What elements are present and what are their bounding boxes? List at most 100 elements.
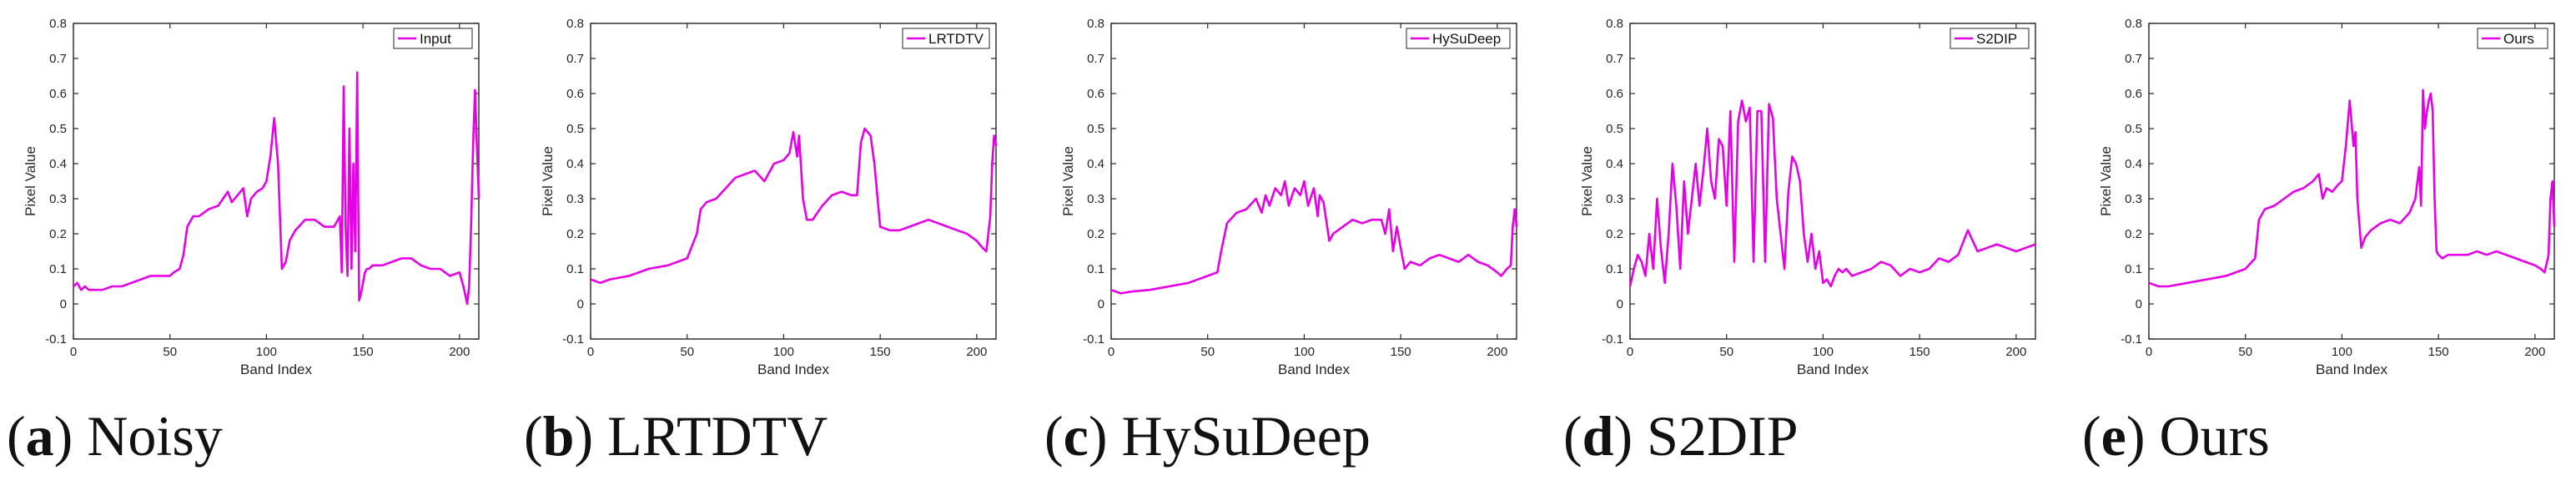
caption-open-paren: ( bbox=[1044, 404, 1064, 468]
caption-letter: b bbox=[542, 404, 575, 468]
panel-caption: (d) S2DIP bbox=[1563, 407, 1799, 464]
y-tick-label: 0.7 bbox=[1087, 52, 1104, 66]
caption-letter: c bbox=[1063, 404, 1089, 468]
y-tick-label: 0.7 bbox=[49, 52, 67, 66]
x-tick-label: 50 bbox=[1719, 345, 1733, 359]
y-tick-label: 0.2 bbox=[2125, 227, 2142, 241]
x-tick-label: 0 bbox=[1627, 345, 1633, 359]
y-tick-label: 0.6 bbox=[566, 87, 584, 101]
caption-close-paren: ) bbox=[1088, 404, 1122, 468]
plot-area bbox=[1629, 23, 2036, 340]
y-tick-label: 0.4 bbox=[49, 157, 67, 171]
y-axis-title: Pixel Value bbox=[1579, 146, 1595, 216]
y-axis-title: Pixel Value bbox=[2098, 146, 2114, 216]
y-axis-title: Pixel Value bbox=[1060, 146, 1076, 216]
x-axis-title: Band Index bbox=[1797, 362, 1869, 377]
y-tick-label: 0.7 bbox=[566, 52, 584, 66]
y-tick-label: 0.8 bbox=[1087, 17, 1104, 31]
caption-close-paren: ) bbox=[574, 404, 608, 468]
y-tick-label: 0.8 bbox=[2125, 17, 2142, 31]
x-tick-label: 50 bbox=[163, 345, 177, 359]
x-tick-label: 150 bbox=[1391, 345, 1411, 359]
y-tick-label: 0.6 bbox=[2125, 87, 2142, 101]
y-tick-label: 0.7 bbox=[2125, 52, 2142, 66]
x-tick-label: 50 bbox=[1200, 345, 1215, 359]
x-tick-label: 100 bbox=[1294, 345, 1315, 359]
chart-d: -0.1 0 0.1 0.2 0.3 0.4 0.5 0.6 0.7 0.8 0 50 100 150 20… bbox=[1579, 17, 2036, 377]
y-tick-label: 0.4 bbox=[2125, 157, 2142, 171]
y-tick-label: 0 bbox=[1098, 297, 1104, 311]
x-axis-title: Band Index bbox=[757, 362, 830, 377]
panel-caption: (c) HySuDeep bbox=[1044, 407, 1371, 464]
legend-box bbox=[902, 28, 990, 49]
x-tick-label: 150 bbox=[353, 345, 374, 359]
y-tick-label: 0.2 bbox=[566, 227, 584, 241]
x-axis-title: Band Index bbox=[1278, 362, 1351, 377]
y-tick-label: 0.1 bbox=[566, 262, 584, 276]
y-tick-label: 0.1 bbox=[49, 262, 67, 276]
y-tick-label: 0.3 bbox=[566, 192, 584, 206]
y-tick-label: 0.8 bbox=[566, 17, 584, 31]
y-tick-label: 0.6 bbox=[1087, 87, 1104, 101]
series-line-hysudeep bbox=[1110, 180, 1518, 295]
panel-c: -0.1 0 0.1 0.2 0.3 0.4 0.5 0.6 0.7 0.8 0 50 100 150 20… bbox=[1038, 0, 1538, 501]
plot-area bbox=[2148, 23, 2555, 340]
caption-name: Ours bbox=[2159, 404, 2270, 468]
y-tick-label: 0.3 bbox=[49, 192, 67, 206]
panel-d: -0.1 0 0.1 0.2 0.3 0.4 0.5 0.6 0.7 0.8 0 50 100 150 20… bbox=[1557, 0, 2057, 501]
y-axis-title: Pixel Value bbox=[540, 146, 556, 216]
chart-e: -0.1 0 0.1 0.2 0.3 0.4 0.5 0.6 0.7 0.8 0 50 100 150 20… bbox=[2098, 17, 2556, 377]
x-tick-label: 0 bbox=[587, 345, 594, 359]
caption-letter: a bbox=[25, 404, 54, 468]
chart-a: -0.100.10.20.30.40.50.60.70.80 50 100 150 20… bbox=[23, 17, 480, 377]
caption-close-paren: ) bbox=[1613, 404, 1648, 468]
y-tick-label: 0.8 bbox=[1606, 17, 1623, 31]
panel-a: -0.1 0 0.1 0.2 0.3 0.4 0.5 0.6 0.7 0.8 0 50 100 150 20… bbox=[0, 0, 501, 501]
y-tick-label: 0.4 bbox=[1087, 157, 1104, 171]
caption-name: Noisy bbox=[87, 404, 223, 468]
series-line-ours bbox=[2148, 89, 2556, 288]
y-tick-label: -0.1 bbox=[1602, 332, 1623, 347]
panel-caption: (b) LRTDTV bbox=[524, 407, 828, 464]
y-tick-label: 0.8 bbox=[49, 17, 67, 31]
y-tick-label: -0.1 bbox=[45, 332, 67, 347]
caption-close-paren: ) bbox=[53, 404, 88, 468]
caption-name: LRTDTV bbox=[607, 404, 828, 468]
plot-area bbox=[73, 23, 480, 340]
y-tick-label: 0.3 bbox=[2125, 192, 2142, 206]
y-tick-label: -0.1 bbox=[1083, 332, 1104, 347]
y-tick-label: 0.6 bbox=[49, 87, 67, 101]
x-tick-label: 0 bbox=[2146, 345, 2152, 359]
legend-label: S2DIP bbox=[1976, 31, 2017, 47]
series-line-input bbox=[73, 71, 480, 306]
legend-label: HySuDeep bbox=[1432, 31, 1501, 47]
x-tick-label: 50 bbox=[680, 345, 694, 359]
caption-name: HySuDeep bbox=[1121, 404, 1371, 468]
y-tick-label: 0.5 bbox=[566, 122, 584, 136]
x-tick-label: 200 bbox=[966, 345, 987, 359]
x-tick-label: 100 bbox=[1813, 345, 1834, 359]
panel-caption: (a) Noisy bbox=[7, 407, 223, 464]
y-tick-label: 0.5 bbox=[1606, 122, 1623, 136]
x-tick-label: 150 bbox=[2428, 345, 2449, 359]
caption-letter: d bbox=[1582, 404, 1614, 468]
y-tick-label: 0.7 bbox=[1606, 52, 1623, 66]
y-tick-label: 0.3 bbox=[1606, 192, 1623, 206]
caption-open-paren: ( bbox=[2082, 404, 2101, 468]
x-tick-label: 100 bbox=[773, 345, 794, 359]
caption-open-paren: ( bbox=[1563, 404, 1582, 468]
caption-letter: e bbox=[2101, 404, 2126, 468]
legend-box bbox=[2477, 28, 2548, 49]
y-tick-label: 0.1 bbox=[2125, 262, 2142, 276]
panel-e: -0.1 0 0.1 0.2 0.3 0.4 0.5 0.6 0.7 0.8 0 50 100 150 20… bbox=[2075, 0, 2576, 501]
panel-b: -0.1 0 0.1 0.2 0.3 0.4 0.5 0.6 0.7 0.8 0 50 100 150 20… bbox=[517, 0, 1018, 501]
legend-label: Ours bbox=[2503, 31, 2534, 47]
caption-open-paren: ( bbox=[524, 404, 543, 468]
x-tick-label: 50 bbox=[2238, 345, 2252, 359]
y-tick-label: 0 bbox=[60, 297, 67, 311]
x-axis-title: Band Index bbox=[240, 362, 313, 377]
y-tick-label: 0 bbox=[1617, 297, 1623, 311]
y-tick-label: 0.4 bbox=[566, 157, 584, 171]
caption-name: S2DIP bbox=[1647, 404, 1799, 468]
series-line-lrtdtv bbox=[590, 127, 998, 285]
